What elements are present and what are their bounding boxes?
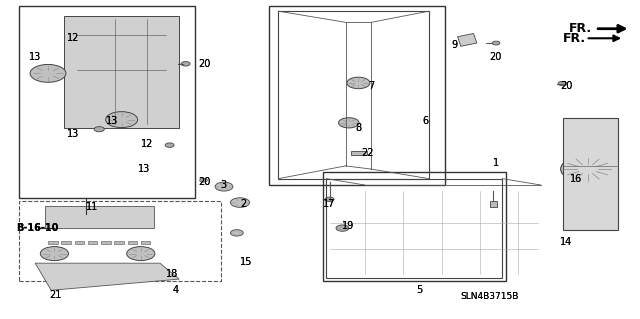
- Text: 13: 13: [138, 164, 150, 174]
- Bar: [61, 241, 71, 244]
- Bar: [141, 241, 150, 244]
- Circle shape: [30, 64, 66, 82]
- Text: 22: 22: [362, 148, 374, 158]
- Bar: [127, 241, 137, 244]
- Text: 16: 16: [570, 174, 582, 184]
- Text: 22: 22: [362, 148, 374, 158]
- Bar: [88, 241, 97, 244]
- Text: 18: 18: [166, 269, 179, 279]
- Text: 9: 9: [451, 40, 458, 50]
- Circle shape: [127, 247, 155, 261]
- Text: FR.: FR.: [563, 32, 586, 45]
- Text: 13: 13: [138, 164, 150, 174]
- Text: 20: 20: [198, 59, 211, 69]
- Text: 7: 7: [368, 81, 374, 91]
- Bar: [48, 241, 58, 244]
- Circle shape: [40, 247, 68, 261]
- Text: SLN4B3715B: SLN4B3715B: [461, 292, 519, 301]
- Text: 12: 12: [67, 33, 79, 43]
- Text: 3: 3: [221, 180, 227, 190]
- Text: 13: 13: [67, 129, 79, 139]
- Text: 15: 15: [240, 256, 252, 267]
- Circle shape: [347, 77, 370, 89]
- Text: 7: 7: [368, 81, 374, 91]
- Circle shape: [558, 81, 567, 86]
- Circle shape: [336, 225, 349, 231]
- Text: 19: 19: [342, 221, 355, 232]
- Text: 12: 12: [67, 33, 79, 43]
- Text: 20: 20: [198, 177, 211, 187]
- Circle shape: [200, 178, 207, 182]
- Circle shape: [215, 182, 233, 191]
- Circle shape: [492, 41, 500, 45]
- Text: 8: 8: [355, 122, 362, 133]
- Text: 4: 4: [173, 285, 179, 295]
- Text: 14: 14: [560, 237, 572, 248]
- Bar: [490, 201, 497, 207]
- Circle shape: [181, 62, 190, 66]
- Polygon shape: [458, 33, 477, 46]
- Text: 20: 20: [490, 52, 502, 63]
- Text: 11: 11: [86, 202, 99, 212]
- Text: 19: 19: [342, 221, 355, 232]
- Text: 13: 13: [106, 116, 118, 126]
- Circle shape: [94, 127, 104, 132]
- Text: 2: 2: [240, 199, 246, 209]
- Bar: [563, 118, 618, 230]
- Text: 21: 21: [49, 290, 61, 300]
- Text: 13: 13: [29, 52, 41, 63]
- Bar: [351, 151, 367, 155]
- Text: 9: 9: [451, 40, 458, 50]
- Text: 17: 17: [323, 199, 335, 209]
- Text: 15: 15: [240, 256, 252, 267]
- Text: 20: 20: [198, 177, 211, 187]
- Text: 11: 11: [86, 202, 99, 212]
- Text: B-16-10: B-16-10: [16, 223, 58, 233]
- Text: 3: 3: [221, 180, 227, 190]
- Text: 18: 18: [166, 269, 179, 279]
- Text: SLN4B3715B: SLN4B3715B: [461, 292, 519, 301]
- Text: B-16-10: B-16-10: [16, 223, 58, 233]
- Circle shape: [230, 230, 243, 236]
- Text: FR.: FR.: [569, 22, 592, 35]
- Text: 14: 14: [560, 237, 572, 248]
- Text: 20: 20: [560, 81, 572, 91]
- Bar: [101, 241, 111, 244]
- Text: 1: 1: [493, 158, 499, 168]
- Circle shape: [339, 118, 359, 128]
- Text: 21: 21: [49, 290, 61, 300]
- Bar: [115, 241, 124, 244]
- Text: 20: 20: [198, 59, 211, 69]
- Text: 13: 13: [29, 52, 41, 63]
- Text: 4: 4: [173, 285, 179, 295]
- Circle shape: [230, 198, 250, 207]
- Text: 20: 20: [490, 52, 502, 63]
- Circle shape: [165, 143, 174, 147]
- Text: 6: 6: [422, 116, 429, 126]
- Text: 13: 13: [106, 116, 118, 126]
- Text: 16: 16: [570, 174, 582, 184]
- Polygon shape: [35, 263, 179, 290]
- Bar: [74, 241, 84, 244]
- Text: 12: 12: [141, 138, 153, 149]
- Circle shape: [106, 112, 138, 128]
- Text: 5: 5: [416, 285, 422, 295]
- Text: 12: 12: [141, 138, 153, 149]
- Text: 6: 6: [422, 116, 429, 126]
- Text: 8: 8: [355, 122, 362, 133]
- Text: 5: 5: [416, 285, 422, 295]
- Text: 2: 2: [240, 199, 246, 209]
- Bar: [45, 206, 154, 228]
- Circle shape: [325, 197, 334, 202]
- Polygon shape: [64, 16, 179, 128]
- Text: 1: 1: [493, 158, 499, 168]
- Circle shape: [561, 156, 614, 182]
- Text: 20: 20: [560, 81, 572, 91]
- Text: 17: 17: [323, 199, 335, 209]
- Text: 13: 13: [67, 129, 79, 139]
